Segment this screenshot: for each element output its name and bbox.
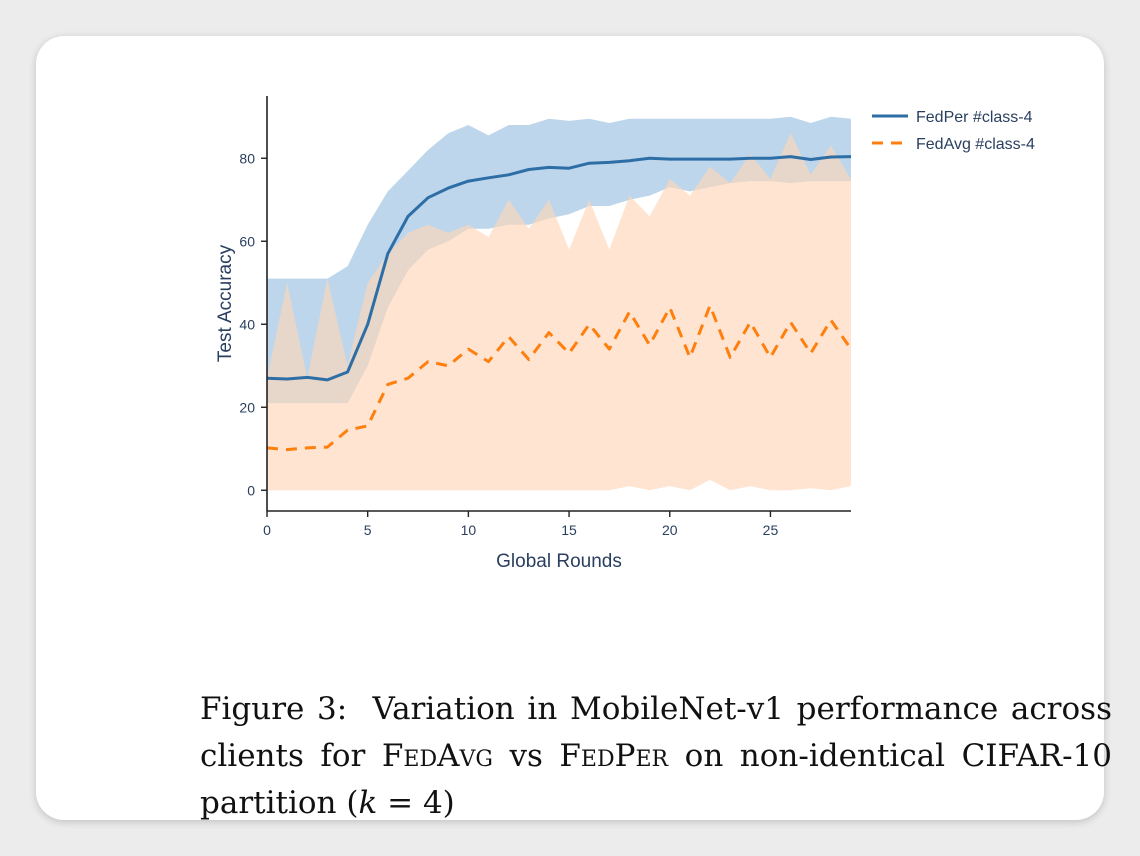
axes [261,96,851,517]
x-tick-label: 10 [461,522,477,538]
caption-method-a: FedAvg [381,738,493,774]
x-tick-label: 25 [763,522,779,538]
x-axis-label: Global Rounds [496,551,622,572]
x-tick-label: 0 [263,522,271,538]
caption-text-1: Variation in MobileNet-v1 performance ac… [200,691,1112,774]
band-series-1 [267,116,851,404]
caption-equation: = 4) [377,785,455,821]
caption-k-variable: k [358,785,378,821]
figure-card: 0 5 10 15 20 25 0 20 40 60 80 Global Rounds Test A… [36,36,1112,821]
legend-label-2: FedAvg #class-4 [916,136,1035,153]
y-tick-label: 20 [239,399,255,415]
confidence-bands [267,116,851,491]
y-tick-label: 40 [239,316,255,332]
tick-labels: 0 5 10 15 20 25 0 20 40 60 80 [239,150,778,538]
x-tick-label: 15 [561,522,577,538]
y-axis-label: Test Accuracy [215,244,236,362]
caption-text-2: on non-identical CIFAR-10 partition ( [200,738,1113,821]
y-tick-label: 80 [239,150,255,166]
band-series-2 [267,133,851,491]
y-tick-label: 60 [239,233,255,249]
legend-label-1: FedPer #class-4 [916,109,1033,126]
line-chart: 0 5 10 15 20 25 0 20 40 60 80 Global Rounds Test A… [215,96,1035,572]
figure-caption: Figure 3: Variation in MobileNet-v1 perf… [200,686,1112,827]
caption-method-b: FedPer [559,738,669,774]
line-series-1 [266,155,852,382]
x-tick-label: 5 [364,522,372,538]
line-series-2 [266,304,853,452]
series-lines [266,155,853,452]
caption-label: Figure 3: [200,691,348,727]
x-tick-label: 20 [662,522,678,538]
y-tick-label: 0 [247,482,255,498]
legend: FedPer #class-4 FedAvg #class-4 [872,109,1035,153]
caption-vs: vs [509,738,543,774]
